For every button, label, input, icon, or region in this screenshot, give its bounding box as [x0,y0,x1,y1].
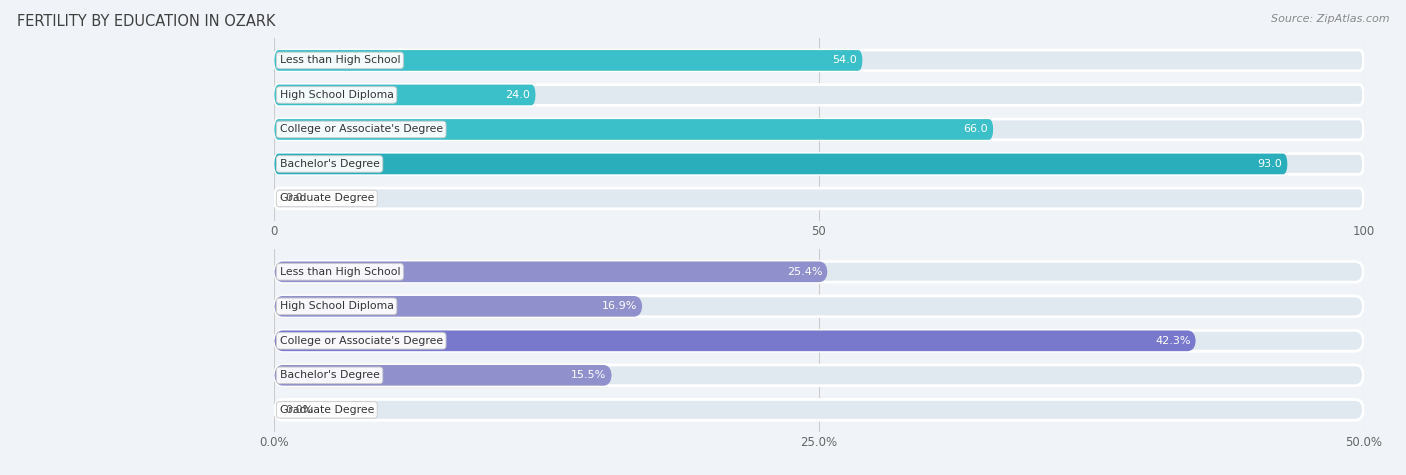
Text: Less than High School: Less than High School [280,267,401,277]
Text: Bachelor's Degree: Bachelor's Degree [280,159,380,169]
Text: 15.5%: 15.5% [571,370,606,380]
FancyBboxPatch shape [274,50,862,71]
Text: Source: ZipAtlas.com: Source: ZipAtlas.com [1271,14,1389,24]
Text: High School Diploma: High School Diploma [280,301,394,311]
Text: College or Associate's Degree: College or Associate's Degree [280,124,443,134]
Text: College or Associate's Degree: College or Associate's Degree [280,336,443,346]
Text: FERTILITY BY EDUCATION IN OZARK: FERTILITY BY EDUCATION IN OZARK [17,14,276,29]
FancyBboxPatch shape [274,85,1364,105]
Text: 54.0: 54.0 [832,56,858,66]
FancyBboxPatch shape [274,331,1364,351]
Text: 42.3%: 42.3% [1156,336,1191,346]
Text: 66.0: 66.0 [963,124,988,134]
FancyBboxPatch shape [274,365,612,386]
Text: Graduate Degree: Graduate Degree [280,405,374,415]
Text: 25.4%: 25.4% [787,267,823,277]
FancyBboxPatch shape [274,296,643,317]
FancyBboxPatch shape [274,261,828,282]
FancyBboxPatch shape [274,331,1197,351]
Text: Less than High School: Less than High School [280,56,401,66]
Text: 93.0: 93.0 [1257,159,1282,169]
FancyBboxPatch shape [274,85,536,105]
Text: 16.9%: 16.9% [602,301,637,311]
FancyBboxPatch shape [274,365,1364,386]
Text: Bachelor's Degree: Bachelor's Degree [280,370,380,380]
Text: High School Diploma: High School Diploma [280,90,394,100]
FancyBboxPatch shape [274,119,993,140]
FancyBboxPatch shape [274,153,1364,174]
FancyBboxPatch shape [274,119,1364,140]
Text: Graduate Degree: Graduate Degree [280,193,374,203]
Text: 24.0: 24.0 [505,90,530,100]
FancyBboxPatch shape [274,153,1288,174]
FancyBboxPatch shape [274,296,1364,317]
FancyBboxPatch shape [274,261,1364,282]
Text: 0.0: 0.0 [285,193,302,203]
FancyBboxPatch shape [274,399,1364,420]
FancyBboxPatch shape [274,188,1364,209]
FancyBboxPatch shape [274,50,1364,71]
Text: 0.0%: 0.0% [285,405,314,415]
